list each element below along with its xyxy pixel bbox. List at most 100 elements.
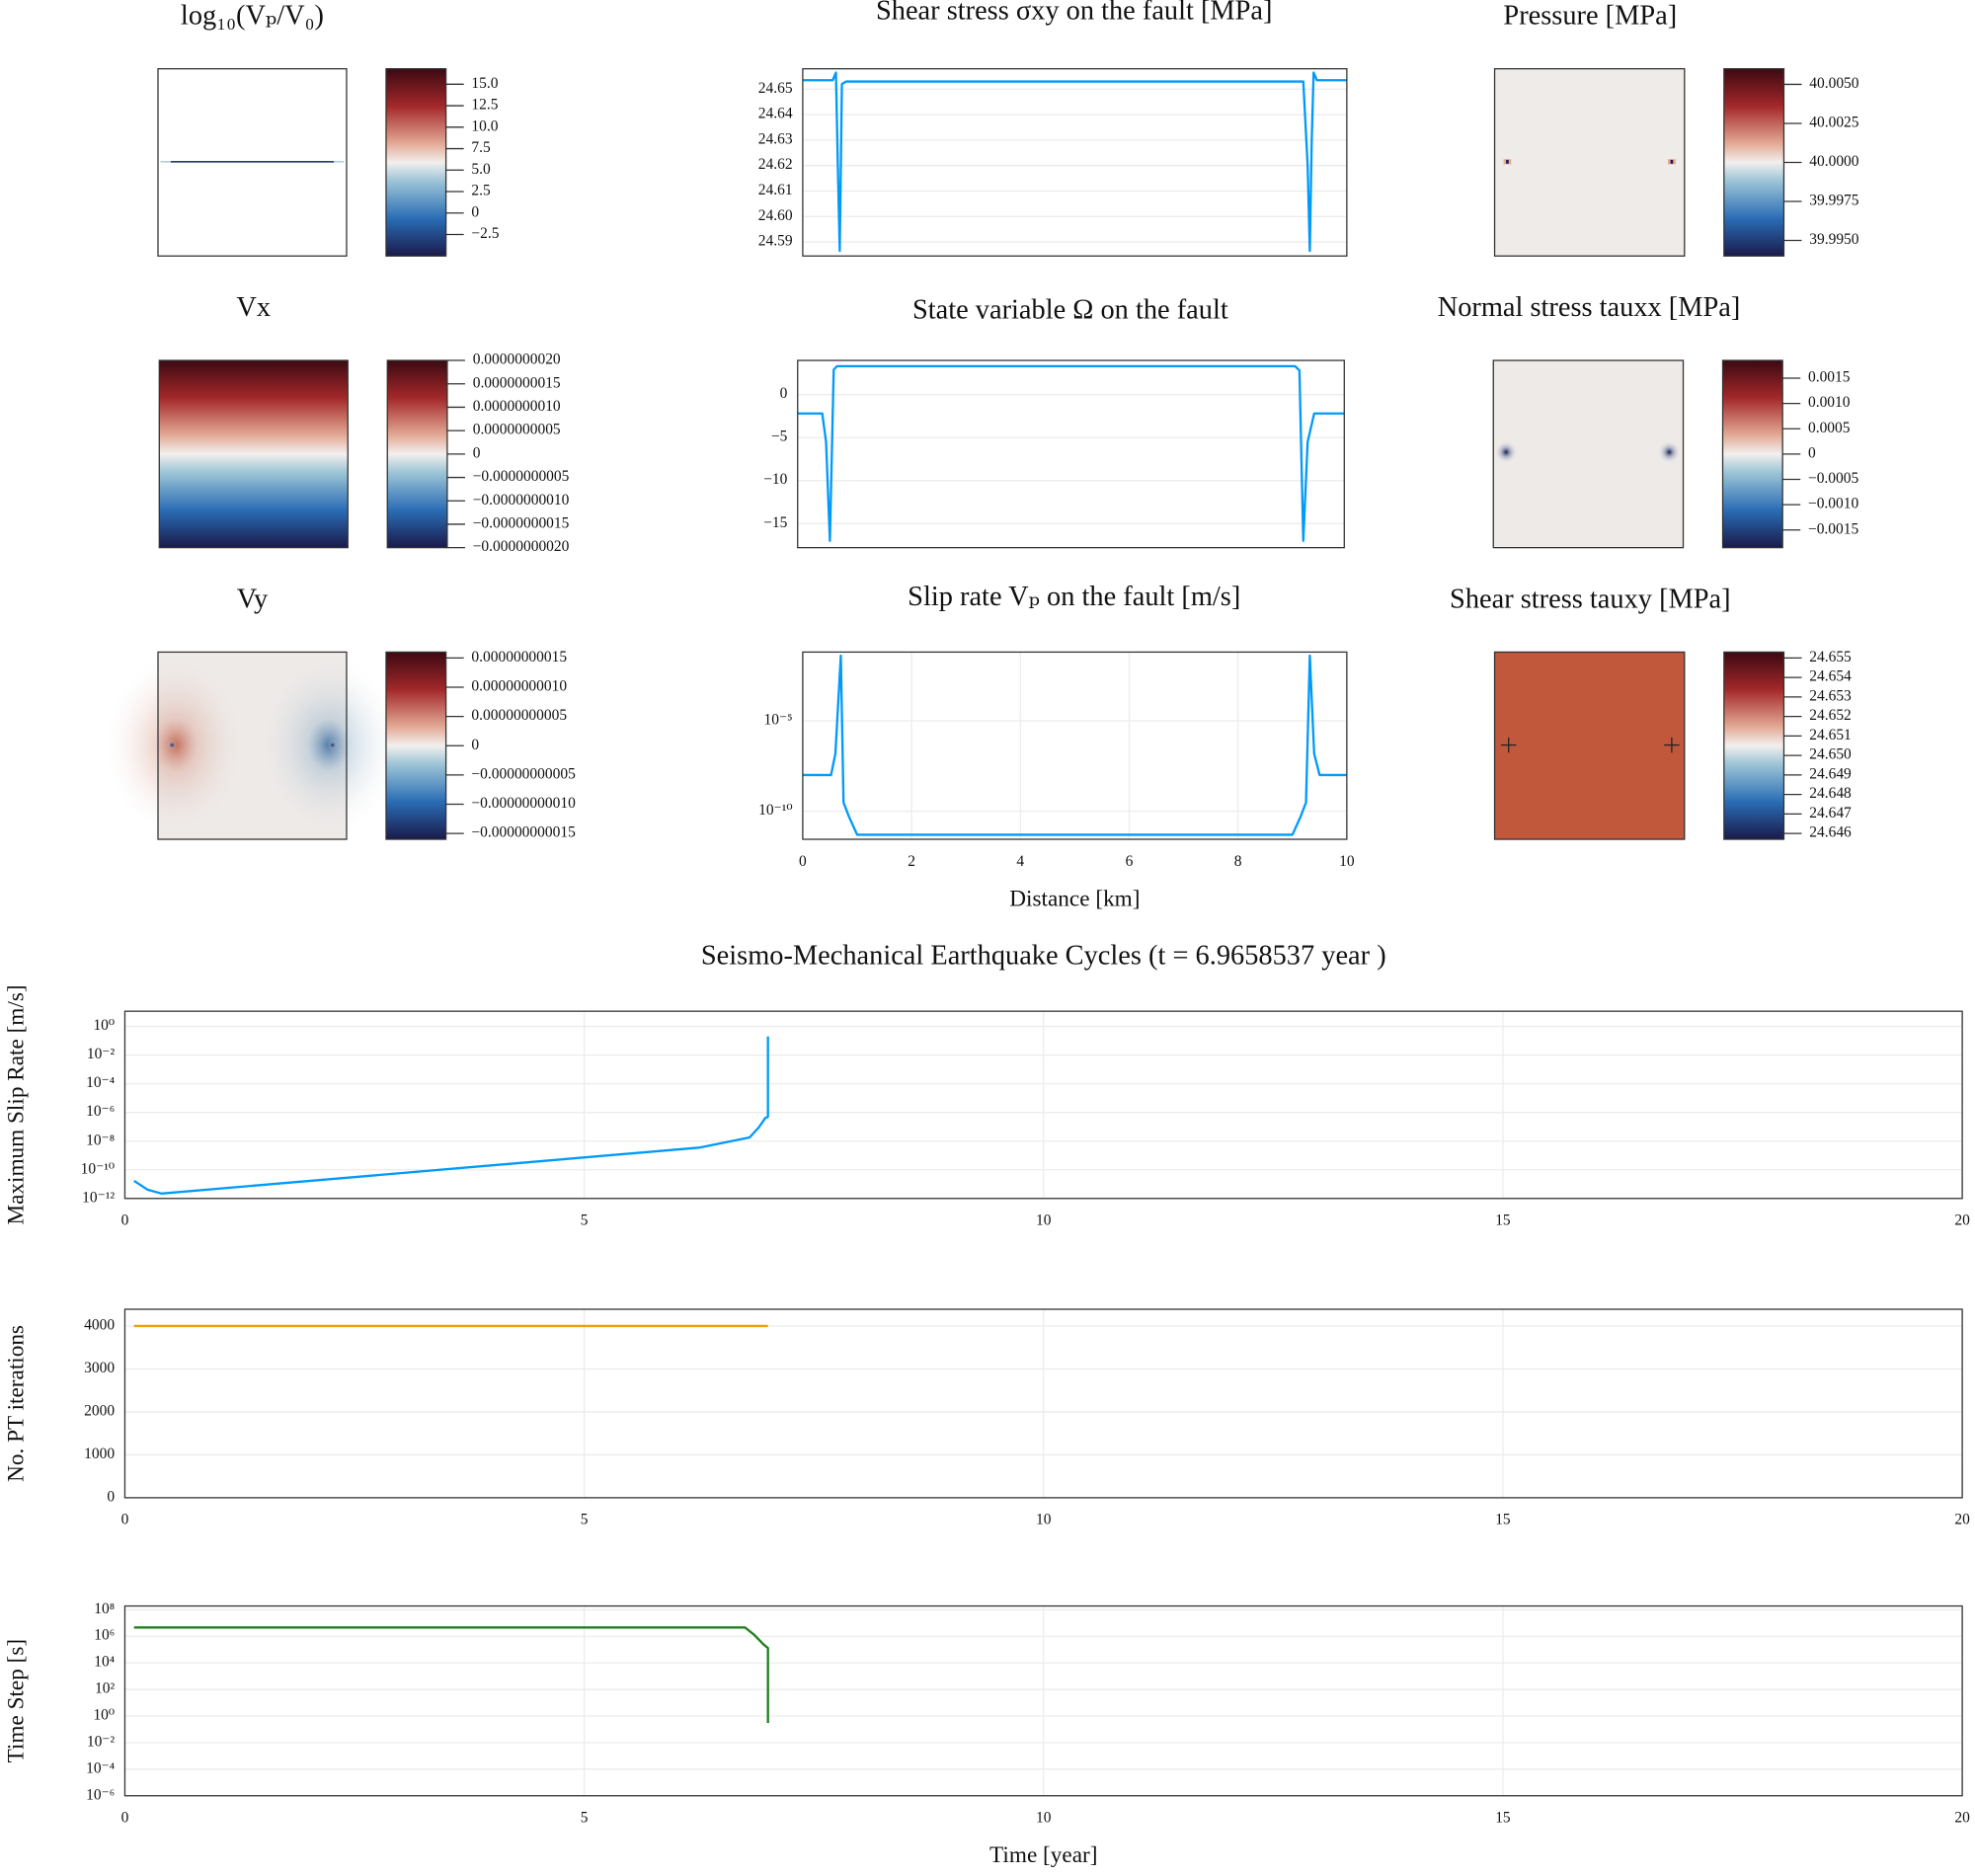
y-tick-label: 0 xyxy=(107,1488,115,1505)
colorbar-tick-label: −0.0000000005 xyxy=(473,468,570,485)
y-tick-label: 24.63 xyxy=(758,130,793,147)
tip-anomaly xyxy=(1506,159,1509,164)
tip-anomaly xyxy=(1670,159,1674,164)
x-tick-label: 10 xyxy=(1036,1212,1052,1229)
x-tick-label: 20 xyxy=(1954,1810,1970,1827)
colorbar-tick-label: −0.00000000010 xyxy=(471,795,576,812)
colorbar-tick-label: 5.0 xyxy=(471,161,491,178)
colorbar-tick-label: 39.9975 xyxy=(1809,193,1859,209)
chart-title: State variable Ω on the fault xyxy=(912,295,1228,326)
colorbar-tick-label: 0 xyxy=(473,444,481,461)
x-tick-label: 15 xyxy=(1495,1512,1511,1528)
heatmap-field xyxy=(159,360,349,548)
y-axis-label: No. PT iterations xyxy=(3,1325,29,1482)
colorbar-tick-label: 10.0 xyxy=(471,117,498,134)
y-tick-label: −10 xyxy=(763,471,787,488)
x-tick-label: 10 xyxy=(1036,1810,1052,1827)
x-tick-label: 0 xyxy=(121,1810,129,1827)
x-tick-label: 10 xyxy=(1036,1512,1052,1528)
colorbar-tick-label: 0.0005 xyxy=(1808,420,1851,436)
colorbar-tick-label: 0.00000000015 xyxy=(471,649,567,665)
x-tick-label: 5 xyxy=(581,1212,589,1229)
colorbar-tick-label: −0.00000000015 xyxy=(471,824,576,841)
plot-border xyxy=(123,1308,1963,1499)
y-tick-label: 10² xyxy=(95,1681,115,1697)
colorbar-tick-label: 40.0050 xyxy=(1809,75,1859,92)
colorbar-tick-label: 0.0000000020 xyxy=(473,352,561,368)
colorbar-tick-label: 24.653 xyxy=(1809,687,1852,704)
colorbar xyxy=(1723,651,1785,840)
x-tick-label: 10 xyxy=(1339,853,1355,870)
x-tick-label: 0 xyxy=(121,1212,129,1229)
y-tick-label: 10⁴ xyxy=(94,1654,115,1671)
colorbar-tick-label: 0.0015 xyxy=(1808,369,1851,386)
heatmap-frame xyxy=(1493,651,1686,840)
colorbar-tick-label: −0.0010 xyxy=(1808,496,1859,512)
y-tick-label: 10⁻⁴ xyxy=(86,1759,115,1776)
y-tick-label: 24.65 xyxy=(758,80,793,97)
y-axis-label: Maximum Slip Rate [m/s] xyxy=(3,984,29,1224)
colorbar-tick-label: 24.654 xyxy=(1809,668,1852,685)
heatmap-frame xyxy=(1493,68,1686,257)
colorbar xyxy=(386,359,448,549)
y-tick-label: 10⁸ xyxy=(94,1601,115,1617)
x-tick-label: 15 xyxy=(1495,1810,1511,1827)
y-tick-label: 24.64 xyxy=(758,106,793,122)
y-tick-label: 10⁻⁴ xyxy=(86,1074,115,1091)
x-tick-label: 6 xyxy=(1126,853,1134,870)
x-tick-label: 2 xyxy=(908,853,915,870)
plot-border xyxy=(802,651,1348,840)
y-tick-label: 10⁻⁸ xyxy=(86,1132,115,1148)
chart-title: Vy xyxy=(237,584,269,614)
colorbar-tick-label: 7.5 xyxy=(471,139,491,156)
data-line xyxy=(802,654,1347,836)
x-tick-label: 5 xyxy=(581,1810,589,1827)
heatmap-frame xyxy=(157,651,348,840)
y-tick-label: 0 xyxy=(780,385,788,402)
colorbar-tick-label: 0.0010 xyxy=(1808,394,1851,411)
colorbar-tick-label: 24.655 xyxy=(1809,649,1852,665)
chart-title: Shear stress tauxy [MPa] xyxy=(1450,584,1731,614)
y-tick-label: 10⁻¹² xyxy=(82,1189,115,1206)
heatmap-frame xyxy=(157,68,348,257)
y-tick-label: 10⁻¹⁰ xyxy=(758,802,792,819)
colorbar-tick-label: −0.0000000010 xyxy=(473,492,570,508)
chart-title: Pressure [MPa] xyxy=(1503,1,1677,32)
x-axis-label: Time [year] xyxy=(989,1842,1097,1868)
plot-border xyxy=(797,359,1345,549)
y-tick-label: 10⁶ xyxy=(94,1627,115,1644)
tip-anomaly xyxy=(1494,440,1518,464)
colorbar-tick-label: 24.647 xyxy=(1809,805,1852,821)
plot-frame xyxy=(802,652,1347,840)
x-tick-label: 5 xyxy=(581,1512,589,1528)
colorbar-tick-label: 39.9950 xyxy=(1809,231,1859,248)
colorbar-tick-label: 0.00000000005 xyxy=(471,707,567,724)
plot-border xyxy=(802,68,1348,257)
heatmap-field xyxy=(1493,360,1684,548)
colorbar-tick-label: 0 xyxy=(471,737,479,753)
plot-frame xyxy=(797,360,1345,548)
data-line xyxy=(802,71,1347,253)
x-tick-label: 0 xyxy=(799,853,807,870)
tip-anomaly xyxy=(1657,440,1681,464)
colorbar-tick-label: 24.648 xyxy=(1809,785,1852,802)
y-tick-label: 24.59 xyxy=(758,233,793,250)
y-tick-label: 3000 xyxy=(84,1360,115,1376)
chart-title: Slip rate Vₚ on the fault [m/s] xyxy=(908,582,1240,612)
y-axis-label: Time Step [s] xyxy=(3,1639,29,1763)
heatmap-field xyxy=(1494,652,1685,840)
x-tick-label: 0 xyxy=(121,1512,129,1528)
colorbar-tick-label: −0.0000000020 xyxy=(473,538,570,555)
x-tick-label: 20 xyxy=(1954,1512,1970,1528)
colorbar-tick-label: 0.0000000010 xyxy=(473,398,561,415)
colorbar xyxy=(385,651,447,840)
colorbar-tick-label: 0 xyxy=(471,203,479,220)
colorbar-tick-label: 24.652 xyxy=(1809,707,1852,724)
y-tick-label: 10⁻¹⁰ xyxy=(81,1160,115,1177)
tip-anomaly xyxy=(167,740,178,750)
colorbar-tick-label: 40.0000 xyxy=(1809,153,1859,170)
y-tick-label: 10⁻⁶ xyxy=(86,1786,115,1803)
colorbar-tick-label: 15.0 xyxy=(471,75,498,92)
